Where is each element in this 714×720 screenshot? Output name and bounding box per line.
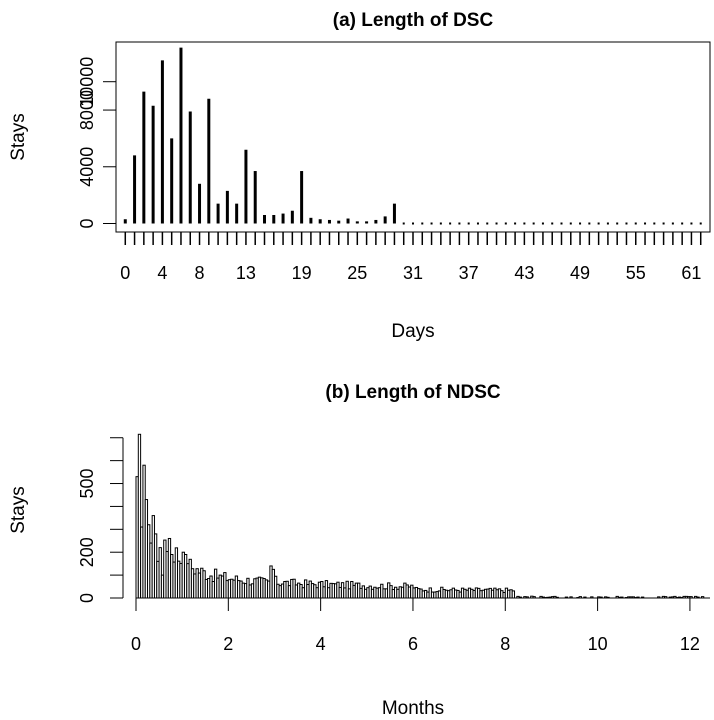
panel-b-xlabel: Months <box>382 698 444 719</box>
y-tick-label: 200 <box>77 537 97 567</box>
bar <box>504 222 507 225</box>
bar <box>662 222 665 225</box>
bar <box>486 222 489 225</box>
panel-b-title: (b) Length of NDSC <box>325 382 500 403</box>
bar <box>569 222 572 225</box>
x-tick-label: 0 <box>131 634 141 654</box>
bar <box>430 222 433 225</box>
panel-a-x-axis: 0 4 8 13 19 25 31 37 43 49 55 61 <box>120 231 702 283</box>
x-tick-label: 61 <box>681 263 701 283</box>
panel-a-title: (a) Length of DSC <box>333 10 494 31</box>
bar <box>541 222 544 225</box>
bar <box>402 222 405 225</box>
bar <box>606 222 609 225</box>
y-tick-label: 500 <box>77 469 97 499</box>
y-tick-label: 4000 <box>77 147 97 187</box>
bar <box>467 222 470 225</box>
bar <box>514 222 517 225</box>
bar <box>644 222 647 225</box>
bar <box>579 222 582 225</box>
panel-b-y-axis: 0 200 500 <box>77 437 124 603</box>
bar <box>681 222 684 225</box>
x-tick-label: 12 <box>680 634 700 654</box>
x-tick-label: 0 <box>120 263 130 283</box>
panel-a-plot-box <box>115 41 711 233</box>
bar <box>671 222 674 225</box>
x-tick-label: 6 <box>408 634 418 654</box>
bar <box>597 222 600 225</box>
panel-a: (a) Length of DSC 0 4 8 13 19 25 31 37 43 49 55 61 … <box>8 10 711 342</box>
panel-b-bars <box>135 433 705 599</box>
y-tick-label: 0 <box>77 593 97 603</box>
x-tick-label: 2 <box>223 634 233 654</box>
panel-a-bars <box>123 47 702 225</box>
bar <box>532 222 535 225</box>
x-tick-label: 8 <box>500 634 510 654</box>
bar <box>449 222 452 225</box>
x-tick-label: 25 <box>347 263 367 283</box>
x-tick-label: 31 <box>403 263 423 283</box>
bar <box>560 222 563 225</box>
bar <box>634 222 637 225</box>
bar <box>699 222 702 225</box>
y-tick-label: 0 <box>77 218 97 228</box>
bar <box>588 222 591 225</box>
histogram-bar <box>511 590 516 599</box>
panel-b-ylabel: Stays <box>8 486 29 534</box>
x-tick-label: 19 <box>292 263 312 283</box>
x-tick-label: 4 <box>316 634 326 654</box>
bar <box>439 222 442 225</box>
panel-b-x-axis: 0 2 4 6 8 10 12 <box>131 597 700 654</box>
x-tick-label: 55 <box>626 263 646 283</box>
bar <box>523 222 526 225</box>
bar <box>551 222 554 225</box>
panel-b: (b) Length of NDSC 0 2 4 6 8 10 12 0 200 500 Mon… <box>8 382 710 719</box>
panel-a-ylabel: Stays <box>8 113 29 161</box>
bar <box>653 222 656 225</box>
bar <box>616 222 619 225</box>
x-tick-label: 43 <box>514 263 534 283</box>
bar <box>476 222 479 225</box>
bar <box>458 222 461 225</box>
bar <box>421 222 424 225</box>
bar <box>495 222 498 225</box>
x-tick-label: 49 <box>570 263 590 283</box>
bar <box>625 222 628 225</box>
y-tick-label: 10000 <box>77 57 97 107</box>
panel-a-xlabel: Days <box>391 321 434 342</box>
x-tick-label: 8 <box>195 263 205 283</box>
y-tick-label: 8000 <box>77 90 97 130</box>
x-tick-label: 10 <box>588 634 608 654</box>
x-tick-label: 13 <box>236 263 256 283</box>
x-tick-label: 4 <box>157 263 167 283</box>
x-tick-label: 37 <box>459 263 479 283</box>
bar <box>690 222 693 225</box>
bar <box>412 222 414 225</box>
